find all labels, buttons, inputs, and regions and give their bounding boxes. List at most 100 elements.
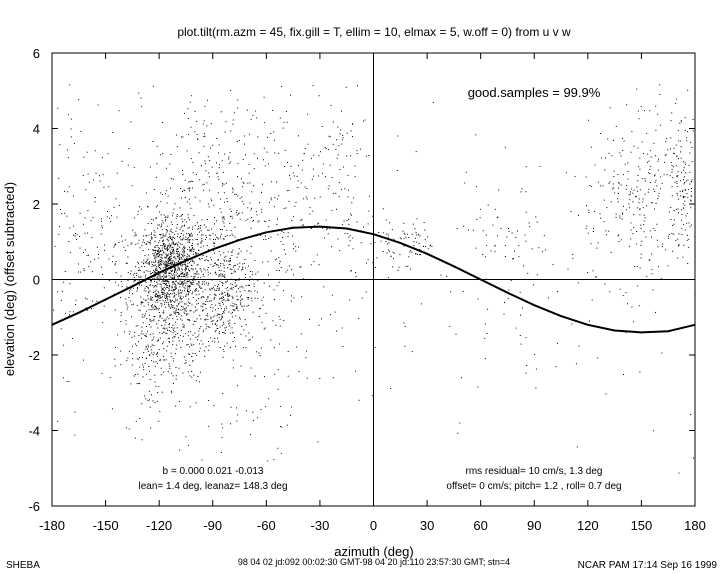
data-point xyxy=(163,320,165,322)
data-point xyxy=(189,242,191,243)
data-point xyxy=(281,230,283,232)
data-point xyxy=(202,343,204,345)
data-point xyxy=(235,304,237,306)
data-point xyxy=(170,261,172,263)
data-point xyxy=(388,249,389,251)
data-point xyxy=(241,286,243,287)
data-point xyxy=(154,271,156,273)
data-point xyxy=(160,201,162,203)
data-point xyxy=(165,276,167,277)
fit-curve-line xyxy=(51,225,696,334)
data-point xyxy=(363,120,364,122)
y-tick-label: -2 xyxy=(28,348,40,363)
data-point xyxy=(149,406,151,408)
data-point xyxy=(429,245,431,247)
data-point xyxy=(151,223,153,224)
data-point xyxy=(172,278,174,280)
data-point xyxy=(137,373,139,375)
data-point xyxy=(200,227,201,229)
data-point xyxy=(204,350,206,352)
data-point xyxy=(680,195,682,197)
data-point xyxy=(188,346,190,348)
data-point xyxy=(329,136,331,138)
data-point xyxy=(161,296,163,298)
data-point xyxy=(387,277,389,279)
data-point xyxy=(644,217,646,219)
data-point xyxy=(263,328,265,330)
data-point xyxy=(236,299,238,301)
data-point xyxy=(214,290,216,292)
data-point xyxy=(203,281,205,283)
data-point xyxy=(662,246,663,248)
data-point xyxy=(165,280,167,282)
data-point xyxy=(297,180,299,182)
data-point xyxy=(144,335,146,336)
data-point xyxy=(170,270,172,272)
data-point xyxy=(225,281,227,283)
data-point xyxy=(229,288,231,290)
data-point xyxy=(286,424,288,426)
data-point xyxy=(289,174,290,176)
data-point xyxy=(152,141,154,142)
data-point xyxy=(168,258,169,260)
data-point xyxy=(145,262,147,264)
data-point xyxy=(180,257,182,259)
data-point xyxy=(145,348,147,350)
data-point xyxy=(236,305,238,307)
data-point xyxy=(526,365,528,366)
data-point xyxy=(410,268,412,270)
data-point xyxy=(356,150,358,152)
data-point xyxy=(327,149,329,151)
data-point xyxy=(186,257,188,259)
data-point xyxy=(59,144,61,146)
data-point xyxy=(176,318,178,320)
data-point xyxy=(193,262,195,264)
data-point xyxy=(408,237,410,239)
data-point xyxy=(298,246,300,248)
data-point xyxy=(175,217,177,219)
data-point xyxy=(206,256,208,258)
data-point xyxy=(214,223,215,225)
data-point xyxy=(673,219,675,221)
data-point xyxy=(186,307,187,309)
data-point xyxy=(663,174,665,176)
data-point xyxy=(162,293,164,295)
data-point xyxy=(136,358,138,360)
data-point xyxy=(90,261,92,263)
data-point xyxy=(170,246,172,248)
data-point xyxy=(183,326,185,328)
data-point xyxy=(177,278,179,280)
data-point xyxy=(177,267,179,269)
data-point xyxy=(161,276,163,278)
data-point xyxy=(249,339,251,341)
data-point xyxy=(195,321,197,322)
data-point xyxy=(494,245,496,247)
data-point xyxy=(213,286,214,288)
data-point xyxy=(683,179,684,181)
data-point xyxy=(188,226,190,228)
data-point xyxy=(151,266,153,268)
data-point xyxy=(186,287,188,289)
data-point xyxy=(280,426,281,427)
data-point xyxy=(168,287,170,289)
data-point xyxy=(639,214,641,216)
data-point xyxy=(188,319,190,321)
data-point xyxy=(173,292,175,294)
data-point xyxy=(587,232,589,234)
data-point xyxy=(133,287,134,289)
data-point xyxy=(128,292,130,294)
data-point xyxy=(185,333,187,334)
data-point xyxy=(111,215,112,217)
data-point xyxy=(207,315,209,317)
data-point xyxy=(202,123,204,125)
data-point xyxy=(369,195,370,197)
data-point xyxy=(65,312,67,314)
data-point xyxy=(618,182,620,183)
data-point xyxy=(253,283,255,285)
data-point xyxy=(158,253,160,255)
data-point xyxy=(185,303,187,305)
data-point xyxy=(157,271,159,273)
data-point xyxy=(653,227,655,229)
data-point xyxy=(177,282,179,284)
data-point xyxy=(155,308,157,310)
